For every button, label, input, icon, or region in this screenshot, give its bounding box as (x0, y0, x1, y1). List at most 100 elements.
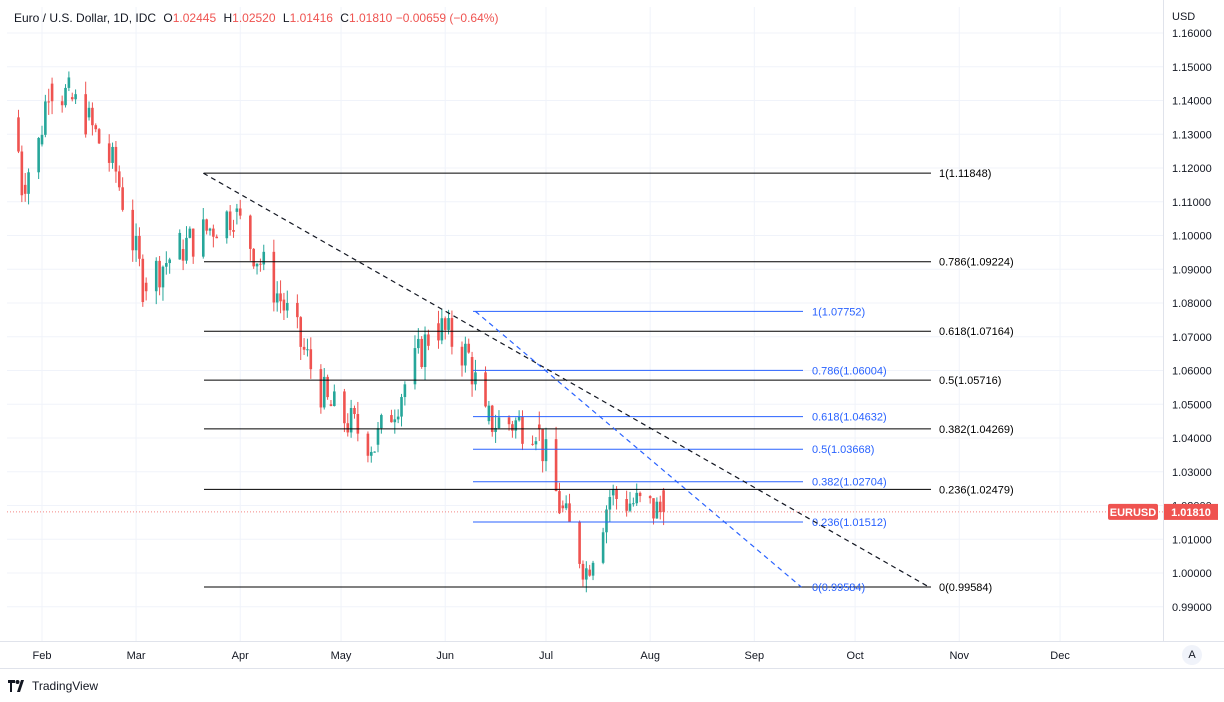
candle-body (27, 172, 30, 194)
time-tick-label: Oct (847, 650, 864, 662)
candle-body (165, 263, 168, 267)
grid (7, 7, 1163, 641)
candle-body (235, 208, 239, 212)
high-label: H (223, 11, 233, 25)
price-tick-label: 1.05000 (1172, 399, 1212, 411)
candle-body (252, 248, 255, 267)
candle-body (272, 251, 276, 303)
candle-body (568, 503, 571, 523)
price-tick-label: 1.10000 (1172, 231, 1212, 243)
ohlc-legend: Euro / U.S. Dollar, 1D, IDC O1.02445 H1.… (14, 11, 498, 25)
current-price-value: 1.01810 (1171, 507, 1211, 519)
candle-body (615, 489, 618, 500)
candle-body (74, 94, 77, 100)
candle-body (326, 376, 329, 398)
fib-small-level-label: 0.618(1.04632) (812, 412, 887, 424)
candle-body (417, 338, 420, 349)
time-tick-label: Jul (539, 650, 553, 662)
candle-body (349, 407, 353, 433)
time-tick-label: Sep (745, 650, 765, 662)
candle-body (507, 417, 511, 425)
candle-body (225, 211, 229, 239)
open-value: 1.02445 (172, 11, 217, 25)
candle-body (638, 492, 642, 497)
candle-body (608, 496, 612, 510)
candle-body (178, 232, 182, 260)
candle-body (356, 414, 360, 434)
candle-body (91, 107, 94, 126)
candle-body (20, 151, 24, 196)
candle-body (440, 318, 444, 341)
fib-small-level-label: 0.236(1.01512) (812, 517, 887, 529)
candle-body (306, 349, 309, 351)
candle-body (655, 501, 659, 519)
candle-body (158, 260, 161, 288)
candle-body (188, 228, 192, 238)
candle-body (215, 236, 219, 239)
candle-body (662, 490, 665, 512)
candle-body (84, 94, 87, 135)
low-value: 1.01416 (289, 11, 333, 25)
candle-body (60, 101, 64, 106)
candle-body (581, 563, 585, 580)
fib-large-level-label: 0.382(1.04269) (939, 424, 1014, 436)
candle-body (561, 505, 565, 509)
fib-small: 1(1.07752) 0.786(1.06004) 0.618(1.04632) 0.… (473, 306, 887, 594)
candle-body (259, 263, 262, 265)
candle-body (131, 209, 135, 251)
fib-large: 1(1.11848) 0.786(1.09224) 0.618(1.07164) 0.… (204, 168, 1014, 594)
candle-body (625, 499, 628, 511)
time-tick-label: Dec (1050, 650, 1070, 662)
candle-body (117, 171, 121, 188)
candle-body (205, 219, 208, 231)
candle-body (302, 346, 306, 350)
candle-body (208, 228, 212, 231)
candle-body (309, 349, 313, 370)
candle-body (17, 117, 20, 152)
candle-body (380, 415, 383, 429)
candle-body (413, 348, 417, 385)
price-tick-label: 0.99000 (1172, 602, 1212, 614)
candle-body (460, 346, 464, 366)
candle-body (393, 419, 397, 423)
candle-body (94, 125, 98, 130)
brand-name: TradingView (32, 679, 99, 693)
candle-body (537, 424, 541, 430)
candle-body (275, 293, 279, 303)
candle-body (611, 489, 615, 496)
candle-body (464, 343, 467, 366)
candle-body (494, 428, 497, 432)
candle-body (154, 260, 158, 292)
candle-body (521, 416, 524, 444)
auto-scale-button[interactable]: A (1182, 645, 1202, 665)
fib-small-level-label: 0.5(1.03668) (812, 444, 874, 456)
tradingview-logo-icon (8, 680, 24, 692)
current-price-badge (1164, 503, 1218, 520)
candle-body (168, 259, 171, 264)
fib-small-level-label: 0.786(1.06004) (812, 365, 887, 377)
candle-body (390, 415, 393, 423)
fib-small-level-label: 0(0.99584) (812, 582, 865, 594)
candle-body (138, 235, 141, 259)
candle-body (299, 317, 303, 347)
fib-large-level-label: 0(0.99584) (939, 582, 992, 594)
candle-body (396, 416, 400, 420)
candle-body (437, 323, 440, 341)
candle-body (285, 302, 289, 311)
candle-body (353, 407, 356, 415)
candle-body (366, 433, 370, 456)
candle-body (161, 266, 165, 288)
candle-body (121, 187, 124, 210)
price-tick-label: 1.14000 (1172, 96, 1212, 108)
candle-body (420, 338, 423, 368)
candle-body (322, 376, 326, 408)
tradingview-logo[interactable]: TradingView (8, 679, 98, 693)
candle-body (279, 293, 282, 302)
candle-body (400, 397, 403, 417)
candle-body (212, 228, 215, 237)
candle-body (107, 143, 111, 163)
candle-body (346, 423, 350, 433)
candle-body (40, 134, 44, 145)
price-tick-label: 1.15000 (1172, 62, 1212, 74)
